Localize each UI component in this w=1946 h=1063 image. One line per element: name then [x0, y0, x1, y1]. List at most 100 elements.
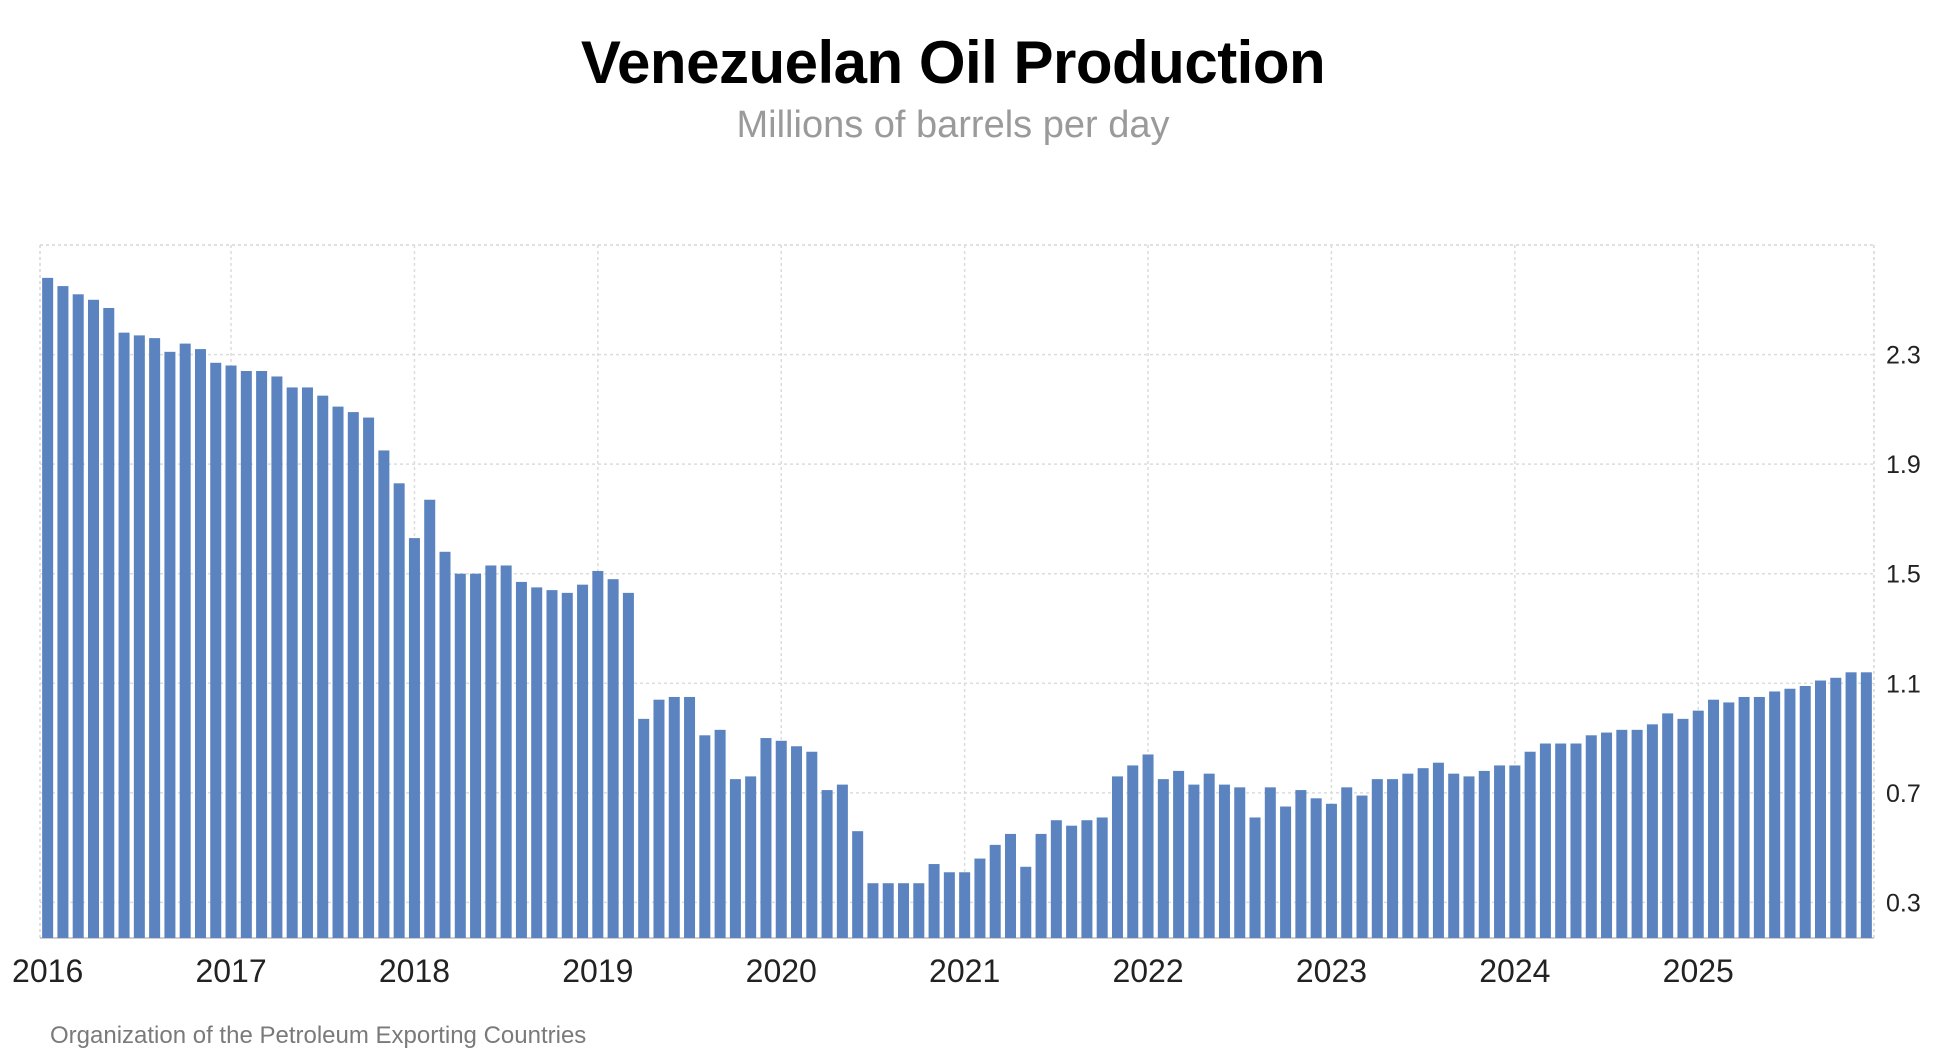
bar[interactable]: [1050, 820, 1062, 938]
bar[interactable]: [1677, 718, 1689, 938]
bar[interactable]: [133, 335, 145, 938]
bar[interactable]: [240, 371, 252, 938]
bar[interactable]: [439, 551, 451, 938]
bar[interactable]: [943, 872, 955, 938]
bar[interactable]: [1708, 699, 1720, 938]
bar[interactable]: [1020, 866, 1032, 938]
bar[interactable]: [1295, 790, 1307, 938]
bar[interactable]: [1769, 691, 1781, 938]
bar[interactable]: [1784, 688, 1796, 938]
bar[interactable]: [1815, 680, 1827, 938]
bar[interactable]: [1127, 765, 1139, 938]
bar[interactable]: [1860, 672, 1872, 938]
bar[interactable]: [959, 872, 971, 938]
bar[interactable]: [1738, 696, 1750, 938]
bar[interactable]: [1463, 776, 1475, 938]
bar[interactable]: [546, 590, 558, 938]
bar[interactable]: [1234, 787, 1246, 938]
bar[interactable]: [1264, 787, 1276, 938]
bar[interactable]: [1830, 677, 1842, 938]
bar[interactable]: [791, 746, 803, 938]
bar[interactable]: [1310, 798, 1322, 938]
bar[interactable]: [301, 387, 313, 938]
bar[interactable]: [653, 699, 665, 938]
bar[interactable]: [592, 570, 604, 938]
bar[interactable]: [210, 362, 222, 939]
bar[interactable]: [974, 858, 986, 938]
bar[interactable]: [194, 349, 206, 939]
bar[interactable]: [1081, 820, 1093, 938]
bar[interactable]: [1371, 779, 1383, 938]
bar[interactable]: [989, 844, 1001, 938]
bar[interactable]: [836, 784, 848, 938]
bar[interactable]: [913, 883, 925, 938]
bar[interactable]: [179, 343, 191, 938]
bar[interactable]: [1616, 729, 1628, 938]
bar[interactable]: [729, 779, 741, 938]
bar[interactable]: [271, 376, 283, 938]
bar[interactable]: [821, 790, 833, 938]
bar[interactable]: [1723, 702, 1735, 938]
bar[interactable]: [424, 499, 436, 938]
bar[interactable]: [1494, 765, 1506, 938]
bar[interactable]: [699, 735, 711, 938]
bar[interactable]: [378, 450, 390, 938]
bar[interactable]: [882, 883, 894, 938]
bar[interactable]: [852, 831, 864, 938]
bar[interactable]: [363, 417, 375, 939]
bar[interactable]: [622, 592, 634, 938]
bar[interactable]: [1004, 833, 1016, 938]
bar[interactable]: [1142, 754, 1154, 938]
bar[interactable]: [1387, 779, 1399, 938]
bar[interactable]: [1631, 729, 1643, 938]
bar[interactable]: [684, 696, 696, 938]
bar[interactable]: [668, 696, 680, 938]
bar[interactable]: [638, 718, 650, 938]
bar[interactable]: [72, 294, 84, 939]
bar[interactable]: [225, 365, 237, 938]
bar[interactable]: [577, 584, 589, 938]
bar[interactable]: [1402, 773, 1414, 938]
bar[interactable]: [714, 729, 726, 938]
bar[interactable]: [1555, 743, 1567, 938]
bar[interactable]: [1035, 833, 1047, 938]
bar[interactable]: [607, 579, 619, 938]
bar[interactable]: [57, 286, 69, 939]
bar[interactable]: [149, 338, 161, 938]
bar[interactable]: [500, 565, 512, 938]
bar[interactable]: [745, 776, 757, 938]
bar[interactable]: [1280, 806, 1292, 938]
bar[interactable]: [1448, 773, 1460, 938]
bar[interactable]: [867, 883, 879, 938]
bar[interactable]: [1646, 724, 1658, 938]
bar[interactable]: [1539, 743, 1551, 938]
bar[interactable]: [118, 332, 130, 938]
bar[interactable]: [1417, 768, 1429, 938]
bar[interactable]: [1845, 672, 1857, 938]
bar[interactable]: [760, 738, 772, 938]
bar[interactable]: [775, 740, 787, 938]
bar[interactable]: [1066, 825, 1078, 938]
bar[interactable]: [103, 308, 115, 938]
bar[interactable]: [1478, 770, 1490, 938]
bar[interactable]: [1662, 713, 1674, 938]
bar[interactable]: [1356, 795, 1368, 938]
bar[interactable]: [87, 299, 99, 939]
bar[interactable]: [485, 565, 497, 938]
bar[interactable]: [1173, 770, 1185, 938]
bar[interactable]: [454, 573, 466, 938]
bar[interactable]: [1509, 765, 1521, 938]
bar[interactable]: [408, 538, 420, 938]
bar[interactable]: [256, 371, 268, 938]
bar[interactable]: [286, 387, 298, 938]
bar[interactable]: [928, 864, 940, 938]
bar[interactable]: [347, 412, 359, 939]
bar[interactable]: [164, 351, 176, 939]
bar[interactable]: [1325, 803, 1337, 938]
bar[interactable]: [1524, 751, 1536, 938]
bar[interactable]: [1585, 735, 1597, 938]
bar[interactable]: [470, 573, 482, 938]
bar[interactable]: [1341, 787, 1353, 938]
bar[interactable]: [1570, 743, 1582, 938]
bar[interactable]: [1799, 686, 1811, 938]
